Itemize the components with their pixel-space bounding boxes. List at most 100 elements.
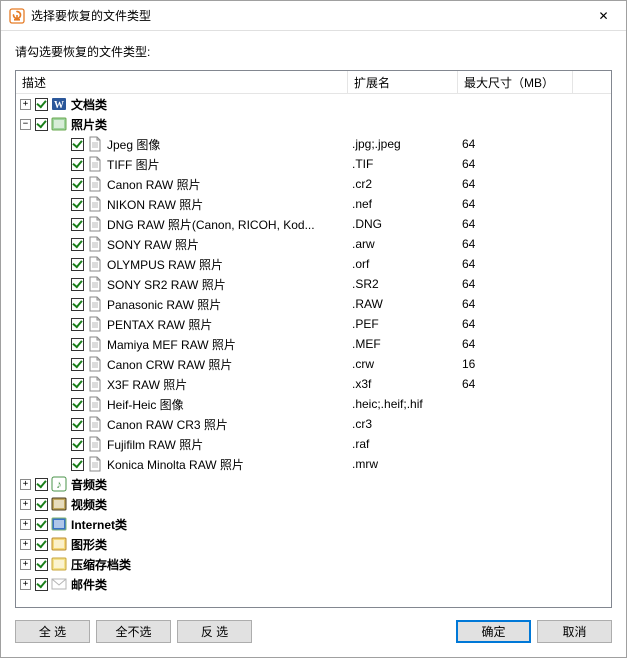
file-type-row[interactable]: SONY RAW 照片.arw64 — [16, 234, 611, 254]
file-type-row[interactable]: SONY SR2 RAW 照片.SR264 — [16, 274, 611, 294]
item-extension: .MEF — [348, 337, 458, 351]
file-icon — [87, 376, 103, 392]
item-extension: .arw — [348, 237, 458, 251]
item-label: NIKON RAW 照片 — [107, 196, 203, 213]
cancel-button[interactable]: 取消 — [537, 620, 612, 643]
file-type-row[interactable]: PENTAX RAW 照片 .PEF64 — [16, 314, 611, 334]
expand-toggle[interactable]: + — [20, 559, 31, 570]
item-checkbox[interactable] — [71, 338, 84, 351]
category-row[interactable]: +压缩存档类 — [16, 554, 611, 574]
item-checkbox[interactable] — [71, 458, 84, 471]
expand-toggle[interactable]: + — [20, 579, 31, 590]
item-max-size: 64 — [458, 237, 573, 251]
item-extension: .PEF — [348, 317, 458, 331]
category-row[interactable]: −照片类 — [16, 114, 611, 134]
category-row[interactable]: +邮件类 — [16, 574, 611, 594]
item-extension: .x3f — [348, 377, 458, 391]
file-type-row[interactable]: Fujifilm RAW 照片.raf — [16, 434, 611, 454]
file-icon — [87, 196, 103, 212]
item-checkbox[interactable] — [71, 378, 84, 391]
item-label: TIFF 图片 — [107, 156, 160, 173]
file-icon — [87, 236, 103, 252]
file-type-row[interactable]: DNG RAW 照片(Canon, RICOH, Kod....DNG64 — [16, 214, 611, 234]
file-type-row[interactable]: Canon RAW CR3 照片.cr3 — [16, 414, 611, 434]
category-checkbox[interactable] — [35, 578, 48, 591]
category-row[interactable]: +W文档类 — [16, 94, 611, 114]
window-title: 选择要恢复的文件类型 — [31, 7, 581, 24]
category-icon — [51, 576, 67, 592]
item-max-size: 64 — [458, 317, 573, 331]
file-type-row[interactable]: Jpeg 图像.jpg;.jpeg64 — [16, 134, 611, 154]
category-checkbox[interactable] — [35, 518, 48, 531]
titlebar: 选择要恢复的文件类型 ✕ — [1, 1, 626, 31]
column-description[interactable]: 描述 — [16, 71, 348, 93]
file-type-row[interactable]: X3F RAW 照片.x3f64 — [16, 374, 611, 394]
category-icon — [51, 496, 67, 512]
close-button[interactable]: ✕ — [581, 1, 626, 30]
item-checkbox[interactable] — [71, 298, 84, 311]
item-checkbox[interactable] — [71, 178, 84, 191]
category-checkbox[interactable] — [35, 118, 48, 131]
category-checkbox[interactable] — [35, 98, 48, 111]
tree-body[interactable]: +W文档类−照片类Jpeg 图像.jpg;.jpeg64TIFF 图片.TIF6… — [16, 94, 611, 607]
category-row[interactable]: +视频类 — [16, 494, 611, 514]
file-type-row[interactable]: Mamiya MEF RAW 照片.MEF64 — [16, 334, 611, 354]
item-label: PENTAX RAW 照片 — [107, 316, 212, 333]
category-icon — [51, 516, 67, 532]
category-checkbox[interactable] — [35, 478, 48, 491]
item-max-size: 64 — [458, 217, 573, 231]
column-extension[interactable]: 扩展名 — [348, 71, 458, 93]
category-row[interactable]: +♪音频类 — [16, 474, 611, 494]
expand-toggle[interactable]: + — [20, 99, 31, 110]
item-label: Konica Minolta RAW 照片 — [107, 456, 244, 473]
file-type-row[interactable]: Canon CRW RAW 照片.crw16 — [16, 354, 611, 374]
file-type-row[interactable]: NIKON RAW 照片.nef64 — [16, 194, 611, 214]
item-checkbox[interactable] — [71, 258, 84, 271]
item-checkbox[interactable] — [71, 318, 84, 331]
item-checkbox[interactable] — [71, 198, 84, 211]
item-checkbox[interactable] — [71, 278, 84, 291]
item-checkbox[interactable] — [71, 438, 84, 451]
item-extension: .RAW — [348, 297, 458, 311]
file-icon — [87, 416, 103, 432]
item-checkbox[interactable] — [71, 418, 84, 431]
item-checkbox[interactable] — [71, 398, 84, 411]
invert-selection-button[interactable]: 反 选 — [177, 620, 252, 643]
expand-toggle[interactable]: − — [20, 119, 31, 130]
file-type-row[interactable]: Heif-Heic 图像.heic;.heif;.hif — [16, 394, 611, 414]
item-extension: .cr3 — [348, 417, 458, 431]
expand-toggle[interactable]: + — [20, 499, 31, 510]
column-max-size[interactable]: 最大尺寸（MB） — [458, 71, 573, 93]
item-checkbox[interactable] — [71, 138, 84, 151]
file-type-row[interactable]: Konica Minolta RAW 照片.mrw — [16, 454, 611, 474]
file-type-row[interactable]: TIFF 图片.TIF64 — [16, 154, 611, 174]
category-row[interactable]: +Internet类 — [16, 514, 611, 534]
ok-button[interactable]: 确定 — [456, 620, 531, 643]
expand-toggle[interactable]: + — [20, 519, 31, 530]
category-icon — [51, 116, 67, 132]
item-checkbox[interactable] — [71, 238, 84, 251]
dialog-window: 选择要恢复的文件类型 ✕ 请勾选要恢复的文件类型: 描述 扩展名 最大尺寸（MB… — [0, 0, 627, 658]
file-type-row[interactable]: OLYMPUS RAW 照片.orf64 — [16, 254, 611, 274]
expand-toggle[interactable]: + — [20, 479, 31, 490]
item-max-size: 16 — [458, 357, 573, 371]
file-type-row[interactable]: Panasonic RAW 照片.RAW64 — [16, 294, 611, 314]
file-type-row[interactable]: Canon RAW 照片.cr264 — [16, 174, 611, 194]
category-checkbox[interactable] — [35, 538, 48, 551]
item-checkbox[interactable] — [71, 158, 84, 171]
item-checkbox[interactable] — [71, 358, 84, 371]
expand-toggle[interactable]: + — [20, 539, 31, 550]
category-checkbox[interactable] — [35, 558, 48, 571]
item-extension: .DNG — [348, 217, 458, 231]
column-spacer — [573, 71, 611, 93]
select-all-button[interactable]: 全 选 — [15, 620, 90, 643]
select-none-button[interactable]: 全不选 — [96, 620, 171, 643]
item-label: Panasonic RAW 照片 — [107, 296, 221, 313]
category-row[interactable]: +图形类 — [16, 534, 611, 554]
file-icon — [87, 396, 103, 412]
item-max-size: 64 — [458, 337, 573, 351]
file-icon — [87, 316, 103, 332]
category-icon: W — [51, 96, 67, 112]
category-checkbox[interactable] — [35, 498, 48, 511]
item-checkbox[interactable] — [71, 218, 84, 231]
